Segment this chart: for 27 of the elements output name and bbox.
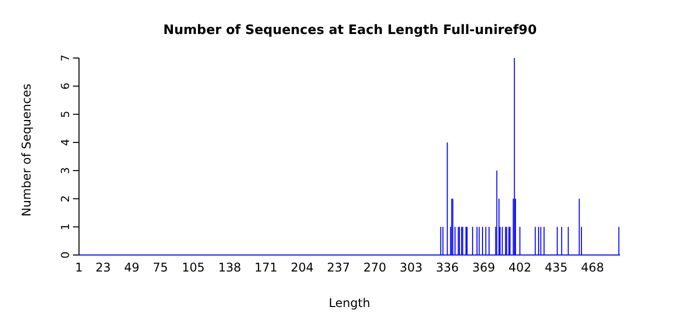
x-tick-label: 1 (75, 260, 83, 275)
y-axis-title: Number of Sequences (19, 84, 34, 216)
x-tick-label: 171 (254, 260, 278, 275)
x-tick-label: 49 (124, 260, 140, 275)
chart-title: Number of Sequences at Each Length Full-uniref90 (163, 23, 537, 38)
x-tick-label: 138 (218, 260, 242, 275)
y-tick-label: 0 (59, 252, 72, 258)
x-tick-label: 468 (581, 260, 604, 275)
x-tick-label: 75 (152, 260, 168, 275)
x-tick-label: 402 (508, 260, 532, 275)
y-tick-label: 4 (59, 138, 72, 146)
x-tick-label: 105 (182, 260, 205, 275)
y-tick-label: 2 (59, 195, 72, 202)
x-tick-label: 435 (544, 260, 568, 275)
x-axis-title: Length (328, 296, 370, 310)
x-tick-label: 204 (290, 260, 314, 275)
x-tick-label: 369 (472, 260, 496, 275)
y-tick-label: 5 (59, 110, 72, 118)
x-tick-label: 303 (400, 260, 423, 275)
y-tick-label: 7 (59, 54, 72, 62)
x-tick-label: 270 (363, 260, 386, 275)
y-tick-label: 6 (59, 82, 72, 90)
x-tick-label: 237 (327, 260, 350, 275)
x-tick-label: 336 (436, 260, 459, 275)
x-tick-label: 23 (96, 260, 111, 275)
y-tick-label: 3 (59, 167, 72, 174)
y-tick-label: 1 (59, 223, 72, 230)
